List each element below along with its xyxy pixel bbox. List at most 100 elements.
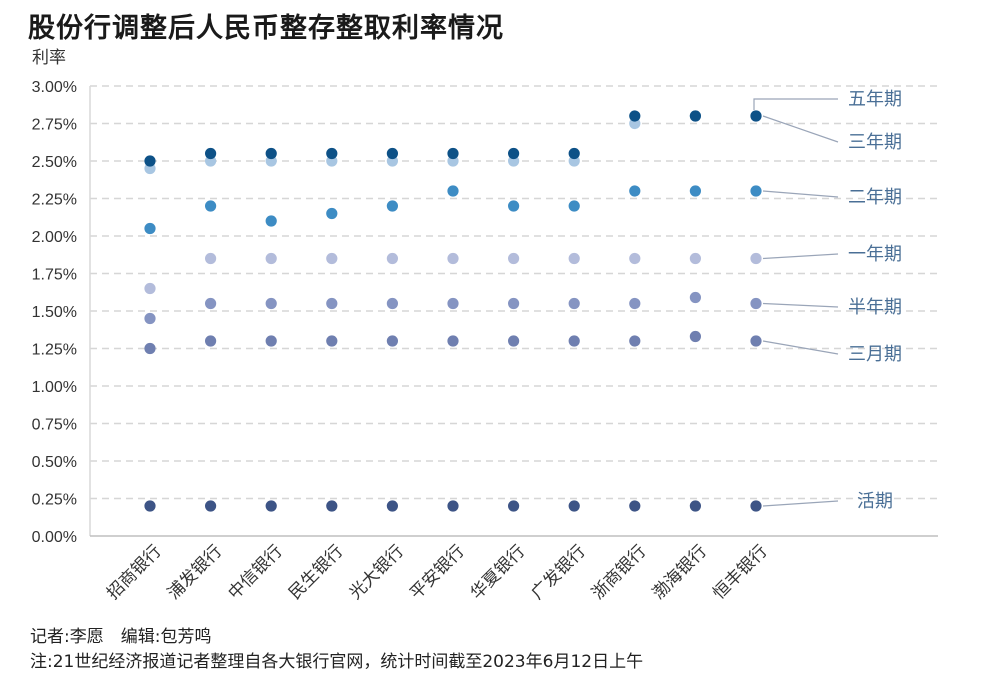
leader-line xyxy=(762,340,839,355)
leader-line xyxy=(753,98,838,110)
x-tick-label: 光大银行 xyxy=(346,541,408,603)
data-point xyxy=(265,252,277,265)
data-point xyxy=(689,500,702,512)
data-point xyxy=(386,147,398,160)
series-label: 活期 xyxy=(857,491,893,512)
leader-line xyxy=(762,253,839,260)
data-point xyxy=(689,185,702,197)
data-point xyxy=(750,297,762,310)
x-tick-label: 浦发银行 xyxy=(164,541,226,603)
series-label: 二年期 xyxy=(848,187,902,208)
y-tick-label: 3.00% xyxy=(32,79,77,96)
data-point xyxy=(144,342,156,355)
leader-line xyxy=(762,190,839,198)
data-point xyxy=(205,252,217,265)
data-point xyxy=(205,147,217,160)
data-point xyxy=(386,252,398,265)
x-tick-label: 招商银行 xyxy=(103,541,165,603)
data-point xyxy=(265,335,277,347)
grid-lines xyxy=(90,85,938,500)
data-point xyxy=(568,252,580,265)
x-tick-label: 平安银行 xyxy=(406,541,468,603)
data-point xyxy=(144,312,156,325)
x-tick-label: 浙商银行 xyxy=(588,541,650,603)
data-point xyxy=(507,147,520,160)
data-point xyxy=(750,252,762,265)
data-point xyxy=(689,291,702,304)
data-point xyxy=(750,110,762,122)
data-point xyxy=(265,147,277,160)
data-point xyxy=(205,297,217,310)
axes xyxy=(89,86,938,537)
data-point xyxy=(447,185,459,197)
data-point xyxy=(750,500,762,512)
data-point xyxy=(205,200,217,212)
data-point xyxy=(750,335,762,347)
data-point xyxy=(629,297,641,310)
data-point xyxy=(629,185,641,197)
data-point xyxy=(689,252,702,265)
x-tick-label: 中信银行 xyxy=(225,541,287,603)
data-point xyxy=(326,500,338,512)
data-point xyxy=(144,282,156,295)
data-points xyxy=(144,110,762,512)
data-point xyxy=(326,297,338,310)
data-point xyxy=(326,207,338,220)
data-point xyxy=(447,147,459,160)
x-tick-label: 华夏银行 xyxy=(467,541,529,603)
leader-line xyxy=(762,115,839,143)
x-tick-label: 民生银行 xyxy=(285,541,347,603)
data-point xyxy=(629,500,641,512)
data-point xyxy=(507,252,520,265)
y-tick-labels: 0.00% 0.25% 0.50% 0.75% 1.00% 1.25% 1.50% 1.75%… xyxy=(32,79,77,546)
y-tick-label: 0.25% xyxy=(32,492,77,509)
y-tick-label: 2.00% xyxy=(32,229,77,246)
data-point xyxy=(750,185,762,197)
data-point xyxy=(689,110,702,122)
y-tick-label: 0.75% xyxy=(32,417,77,434)
series-label: 三月期 xyxy=(848,344,902,365)
leader-lines xyxy=(753,98,839,507)
x-tick-label: 广发银行 xyxy=(528,541,590,603)
data-point xyxy=(265,297,277,310)
data-point xyxy=(568,147,580,160)
y-tick-label: 0.50% xyxy=(32,454,77,471)
data-point xyxy=(265,215,277,227)
series-label: 一年期 xyxy=(848,244,902,265)
leader-line xyxy=(762,302,839,308)
y-tick-label: 1.50% xyxy=(32,304,77,321)
data-point xyxy=(386,297,398,310)
y-tick-label: 1.25% xyxy=(32,342,77,359)
data-point xyxy=(144,222,156,235)
data-point xyxy=(629,110,641,122)
data-point xyxy=(144,155,156,167)
data-point xyxy=(629,252,641,265)
data-point xyxy=(386,335,398,347)
x-tick-labels: 招商银行浦发银行中信银行民生银行光大银行平安银行华夏银行广发银行浙商银行渤海银行… xyxy=(103,541,771,603)
data-point xyxy=(507,500,520,512)
data-point xyxy=(205,335,217,347)
data-point xyxy=(265,500,277,512)
y-tick-label: 2.25% xyxy=(32,192,77,209)
series-label: 半年期 xyxy=(848,297,902,318)
data-point xyxy=(386,200,398,212)
leader-line xyxy=(762,500,839,507)
data-point xyxy=(326,147,338,160)
data-point xyxy=(689,330,702,343)
data-point xyxy=(447,252,459,265)
y-tick-label: 1.75% xyxy=(32,267,77,284)
y-tick-label: 2.50% xyxy=(32,154,77,171)
y-tick-label: 0.00% xyxy=(32,529,77,546)
data-point xyxy=(507,200,520,212)
data-point xyxy=(447,297,459,310)
data-point xyxy=(507,335,520,347)
data-point xyxy=(568,335,580,347)
series-label: 五年期 xyxy=(848,89,902,110)
data-point xyxy=(326,335,338,347)
data-point xyxy=(144,500,156,512)
data-point xyxy=(326,252,338,265)
y-tick-label: 1.00% xyxy=(32,379,77,396)
data-point xyxy=(205,500,217,512)
footer-author: 记者:李愿 编辑:包芳鸣 xyxy=(30,627,212,647)
